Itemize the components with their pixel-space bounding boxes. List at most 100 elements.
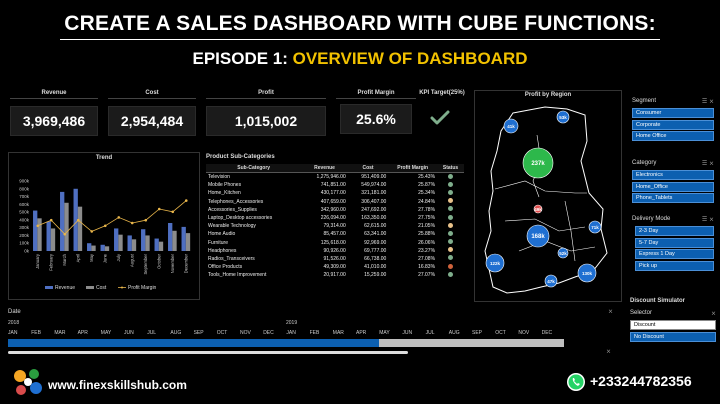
revenue-bar [141,229,146,251]
timeline-month[interactable]: OCT [495,330,506,336]
y-tick-label: 300k [19,225,30,230]
table-cell: 85,457.00 [323,231,346,238]
bubble-label: 49k [534,207,542,212]
status-indicator-icon [448,230,454,236]
timeline-month[interactable]: MAY [100,330,112,336]
episode-highlight: OVERVIEW OF DASHBOARD [292,49,528,68]
table-cell: 63,341.00 [364,231,387,238]
category-phone-tablets[interactable]: Phone_Tablets [632,193,714,203]
timeline-month[interactable]: MAY [379,330,390,336]
multi-select-icon[interactable]: ☰ ⨯ [701,161,714,167]
segment-consumer[interactable]: Consumer [632,108,714,118]
delivery-express-1-day[interactable]: Express 1 Day [635,249,714,259]
segment-title: Segment [632,98,657,104]
timeline-month[interactable]: APR [356,330,367,336]
y-tick-label: 700k [19,194,30,199]
x-tick-label: March [62,253,67,265]
table-cell: Television [208,174,230,181]
column-header: Revenue [301,164,348,173]
x-tick-label: January [35,253,40,269]
timeline-month[interactable]: JUL [425,330,435,336]
timeline-month[interactable]: JAN [8,330,18,336]
y-tick-label: 200k [19,233,30,238]
table-row: Tools_Home Improvement 20,917.00 15,259.00… [206,271,464,279]
region-border [494,180,587,194]
table-row: Laptop_Desktop accessories 226,094.00 163,… [206,214,464,222]
timeline-track[interactable] [8,339,564,347]
region-map[interactable]: 41k 53k 237k 49k 71k 168k 52k 122k 47k 130k [475,101,621,301]
region-bubble [522,147,554,179]
clear-filter-icon[interactable]: ⨯ [710,311,716,317]
y-tick-label: 500k [19,210,30,215]
timeline-month[interactable]: MAR [332,330,344,336]
multi-select-icon[interactable]: ☰ ⨯ [701,217,714,223]
status-cell [437,173,464,182]
timeline-month[interactable]: SEP [472,330,483,336]
delivery-2-3-day[interactable]: 2-3 Day [635,226,714,236]
delivery-pick-up[interactable]: Pick up [635,260,714,271]
table-cell: 20,917.00 [323,272,346,279]
profit-margin-point [130,221,134,225]
timeline-month[interactable]: JUL [147,330,157,336]
revenue-bar [100,244,105,251]
category-electronics[interactable]: Electronics [632,170,714,180]
profit-margin-line [37,200,187,235]
status-cell [437,230,464,238]
discount-option[interactable]: Discount [630,320,716,330]
status-indicator-icon [448,222,454,228]
table-cell: 16.83% [418,264,436,271]
table-cell: 342,960.00 [320,206,346,213]
bubble-label: 130k [582,271,593,276]
margin-card: 25.6% [340,104,412,134]
delivery-5-7-day[interactable]: 5-7 Day [635,237,714,248]
kpi-target-label: KPI Target(25%) [419,90,465,96]
trend-title: Trend [95,155,113,161]
timeline-selection[interactable] [8,339,380,347]
timeline-month[interactable]: NOV [240,330,251,336]
timeline-month[interactable]: AUG [170,330,182,336]
timeline-month[interactable]: AUG [448,330,460,336]
no-discount-option[interactable]: No Discount [630,331,716,342]
timeline-month[interactable]: SEP [193,330,204,336]
status-indicator-icon [448,271,454,277]
x-tick-label: February [48,253,53,271]
timeline-month[interactable]: DEC [263,330,274,336]
table-cell: 91,526.00 [323,255,346,262]
segment-home-office[interactable]: Home Office [632,131,714,141]
legend-label: Profit Margin [128,285,157,291]
timeline-month[interactable]: JUN [124,330,134,336]
bubble-label: 122k [490,261,501,266]
profit-margin-point [90,230,94,233]
y-tick-label: 0k [24,249,30,254]
timeline-month[interactable]: OCT [216,330,228,336]
table-cell: 951,409.00 [361,174,387,181]
segment-corporate[interactable]: Corporate [632,119,714,130]
region-bubble [544,274,558,288]
timeline-month[interactable]: APR [77,330,88,336]
y-tick-label: 900k [19,179,30,184]
y-tick-label: 600k [19,202,30,207]
discount-clear-icon[interactable]: ⨯ [606,349,612,355]
table-cell: 25.88% [418,231,436,238]
revenue-bar [60,191,65,251]
timeline-month[interactable]: MAR [54,330,66,336]
timeline-clear-icon[interactable]: ⨯ [608,309,614,315]
cost-label: Cost [145,90,159,96]
profit-margin-point [171,210,175,214]
timeline-month[interactable]: FEB [309,330,320,336]
timeline-month[interactable]: DEC [541,330,553,336]
table-cell: 306,407.00 [361,198,387,205]
timeline-label: Date [8,309,21,315]
timeline-month[interactable]: JUN [402,330,413,336]
website-link[interactable]: www.finexskillshub.com [48,378,187,392]
table-cell: Furniture [208,239,229,246]
timeline-scrollbar[interactable] [8,351,408,354]
timeline-month[interactable]: NOV [518,330,530,336]
timeline-month[interactable]: FEB [31,330,41,336]
multi-select-icon[interactable]: ☰ ⨯ [701,99,714,105]
timeline-month[interactable]: JAN [286,330,296,336]
legend-label: Revenue [55,285,75,291]
category-home-office[interactable]: Home_Office [632,181,714,192]
profit-margin-point [36,224,40,228]
table-cell: 741,851.00 [320,182,346,189]
